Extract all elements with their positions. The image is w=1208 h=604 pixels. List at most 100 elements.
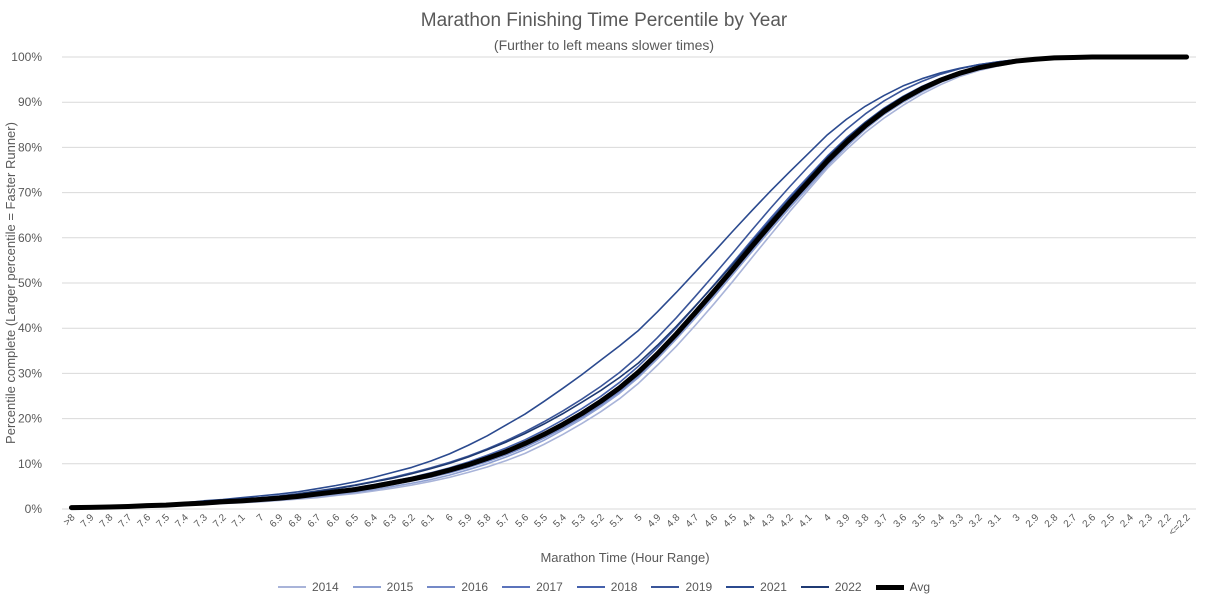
x-tick-label: 5.7 <box>495 512 513 530</box>
y-tick-label: 40% <box>18 321 42 335</box>
legend-item-2019: 2019 <box>651 580 712 594</box>
x-tick-label: 2.3 <box>1137 512 1155 530</box>
legend-label: Avg <box>909 580 931 594</box>
series-line-2015 <box>70 56 1188 509</box>
legend-swatch <box>352 586 381 588</box>
x-tick-label: 6.1 <box>419 512 437 530</box>
series-line-2019 <box>70 56 1188 509</box>
x-tick-label: 2.4 <box>1118 512 1136 530</box>
x-tick-label: 6.3 <box>381 512 399 530</box>
x-tick-label: 4.4 <box>740 512 758 530</box>
x-tick-label: 3.2 <box>967 512 985 530</box>
x-tick-label: 7.1 <box>230 512 248 530</box>
x-tick-label: 7.6 <box>136 512 154 530</box>
x-tick-label: 7.8 <box>98 512 116 530</box>
x-tick-label: 4.5 <box>721 512 739 530</box>
x-tick-label: 3.1 <box>986 512 1004 530</box>
series-line-avg <box>68 54 1190 511</box>
legend-label: 2021 <box>760 580 787 594</box>
legend-item-2016: 2016 <box>427 580 488 594</box>
legend-item-avg: Avg <box>875 580 931 594</box>
series-line-2022 <box>70 56 1188 509</box>
legend-swatch <box>277 586 306 588</box>
x-axis-ticks: >8 7.9 7.8 7.7 7.6 7.5 7.4 7.3 7.2 7.1 7 6.9 6.8 6.7 6… <box>62 512 1193 538</box>
x-tick-label: 5 <box>633 512 645 524</box>
legend-item-2014: 2014 <box>277 580 339 594</box>
x-tick-label: 3.6 <box>892 512 910 530</box>
legend-label: 2017 <box>536 580 563 594</box>
x-tick-label: 7.3 <box>192 512 210 530</box>
x-tick-label: 5.3 <box>570 512 588 530</box>
legend-item-2018: 2018 <box>576 580 638 594</box>
legend-swatch <box>726 586 755 588</box>
y-tick-label: 90% <box>18 95 42 109</box>
legend-item-2021: 2021 <box>726 580 787 594</box>
legend-swatch <box>502 586 531 588</box>
x-tick-label: 4.1 <box>797 512 815 530</box>
x-tick-label: 6.6 <box>325 512 343 530</box>
series-line-2021 <box>70 56 1188 509</box>
x-tick-label: 6.2 <box>400 512 418 530</box>
x-tick-label: 4.2 <box>778 512 796 530</box>
x-tick-label: 7.9 <box>79 512 97 530</box>
x-tick-label: 7.4 <box>173 512 191 530</box>
x-tick-label: 2.5 <box>1099 512 1117 530</box>
x-tick-label: 3 <box>1011 512 1023 524</box>
x-tick-label: 3.4 <box>929 512 947 530</box>
legend-item-2017: 2017 <box>502 580 563 594</box>
x-tick-label: 4.3 <box>759 512 777 530</box>
x-tick-label: 4 <box>822 512 834 524</box>
x-tick-label: 5.8 <box>476 512 494 530</box>
legend-label: 2014 <box>311 580 339 594</box>
series-line-2018 <box>70 56 1188 509</box>
legend-label: 2019 <box>685 580 713 594</box>
x-tick-label: 5.6 <box>514 512 532 530</box>
y-tick-label: 30% <box>18 366 42 380</box>
x-tick-label: 7 <box>255 512 267 524</box>
x-tick-label: 3.5 <box>910 512 928 530</box>
x-tick-label: 4.6 <box>703 512 721 530</box>
x-tick-label: 4.7 <box>684 512 702 530</box>
y-tick-label: 50% <box>18 276 42 290</box>
x-tick-label: 5.5 <box>532 512 550 530</box>
legend-swatch <box>576 586 605 588</box>
x-axis-title: Marathon Time (Hour Range) <box>540 550 709 565</box>
x-tick-label: 7.7 <box>117 512 135 530</box>
chart-legend: 2014 2015 2016 2017 2018 2019 2021 2022 Avg <box>0 580 1208 594</box>
x-tick-label: 7.2 <box>211 512 229 530</box>
y-axis-ticks: 0% 10% 20% 30% 40% 50% 60% 70% 80% 90% 100% <box>11 50 42 516</box>
x-tick-label: 6.4 <box>362 512 380 530</box>
x-tick-label: 3.3 <box>948 512 966 530</box>
x-tick-label: 2.6 <box>1081 512 1099 530</box>
legend-label: 2015 <box>386 580 414 594</box>
x-tick-label: 6.9 <box>268 512 286 530</box>
legend-swatch <box>427 586 456 588</box>
chart-subtitle: (Further to left means slower times) <box>493 37 715 53</box>
series-line-2017 <box>70 56 1188 509</box>
legend-item-2015: 2015 <box>352 580 414 594</box>
x-tick-label: 5.4 <box>551 512 569 530</box>
x-tick-label: 3.8 <box>854 512 872 530</box>
x-tick-label: 3.9 <box>835 512 853 530</box>
y-tick-label: 0% <box>25 502 43 516</box>
x-tick-label: 2.9 <box>1024 512 1042 530</box>
legend-swatch <box>651 586 680 588</box>
x-tick-label: 2.8 <box>1043 512 1061 530</box>
x-tick-label: 5.1 <box>608 512 626 530</box>
legend-label: 2018 <box>610 580 638 594</box>
legend-swatch <box>875 584 904 590</box>
x-tick-label: 3.7 <box>873 512 891 530</box>
x-tick-label: <=2.2 <box>1167 512 1193 538</box>
x-tick-label: 2.7 <box>1062 512 1080 530</box>
y-tick-label: 20% <box>18 412 42 426</box>
x-tick-label: 4.9 <box>646 512 664 530</box>
y-tick-label: 100% <box>11 50 42 64</box>
y-tick-label: 80% <box>18 140 42 154</box>
x-tick-label: 6.8 <box>287 512 305 530</box>
y-tick-label: 10% <box>18 457 42 471</box>
series-line-2016 <box>70 56 1188 509</box>
legend-swatch <box>800 586 829 588</box>
y-tick-label: 70% <box>18 186 42 200</box>
x-tick-label: 5.2 <box>589 512 607 530</box>
